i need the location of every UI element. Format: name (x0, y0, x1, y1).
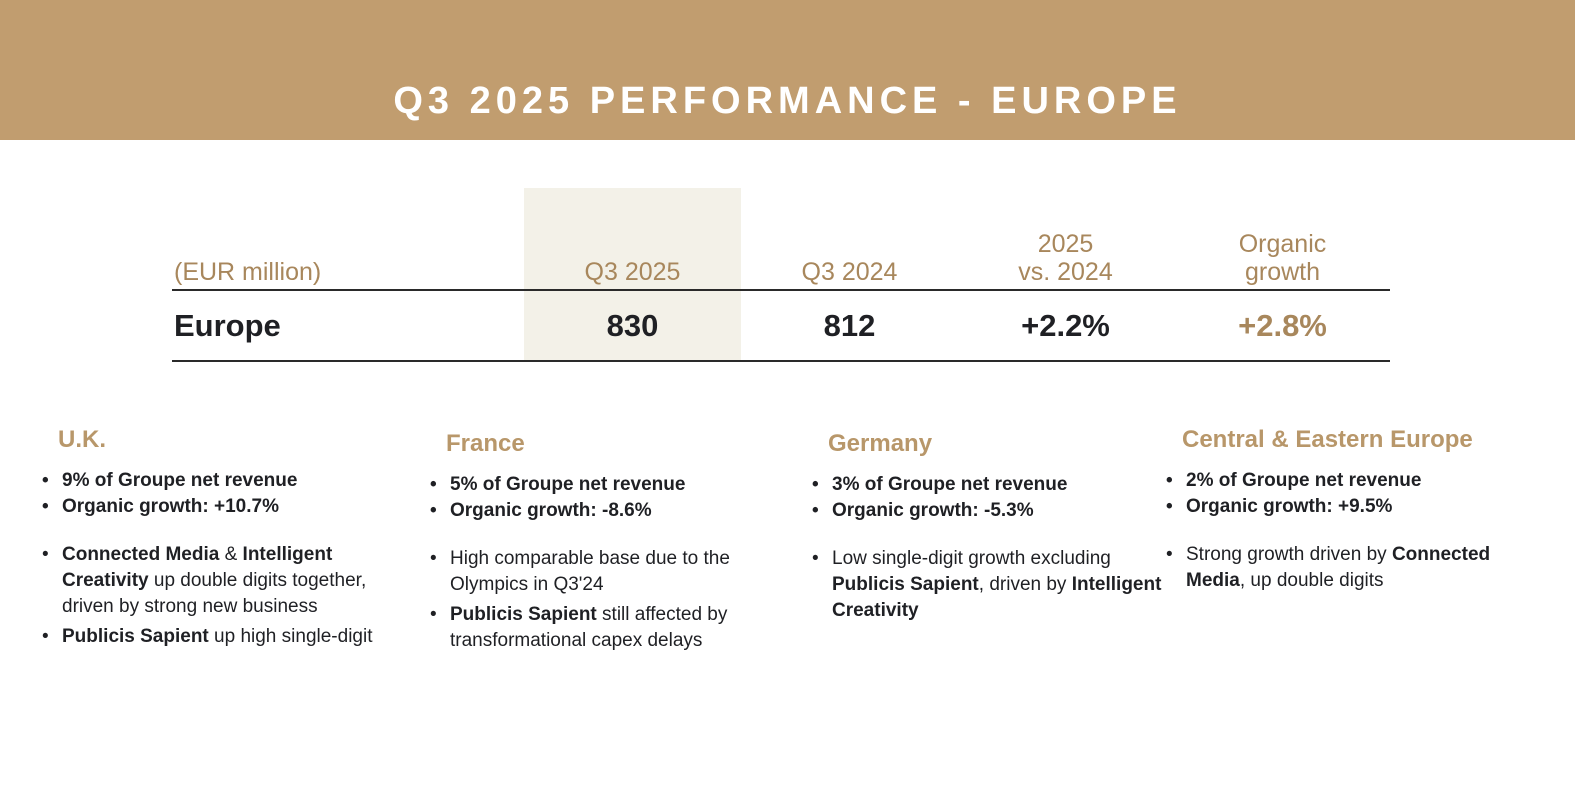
text: , up double digits (1239, 570, 1384, 591)
header-q3-2025: Q3 2025 (584, 258, 681, 286)
bold-text: Publicis Sapient (450, 604, 597, 625)
note-list: Connected Media & Intelligent Creativity… (40, 542, 400, 650)
note-list: High comparable base due to the Olympics… (428, 546, 788, 654)
text: up high single-digit (208, 626, 373, 647)
header-q3-2024: Q3 2024 (801, 258, 898, 286)
kpi-bullet: Organic growth: +10.7% (40, 494, 400, 520)
text: up double digits together, driven by str… (62, 570, 367, 617)
region-heading: Central & Eastern Europe (1182, 426, 1473, 453)
note-list: Low single-digit growth excluding Public… (810, 546, 1170, 624)
text: Strong growth driven by (1186, 544, 1392, 565)
header-unit: (EUR million) (174, 258, 322, 286)
kpi-bullet: 3% of Groupe net revenue (810, 472, 1170, 498)
page-title: Q3 2025 PERFORMANCE - EUROPE (393, 80, 1182, 122)
bold-text: Publicis Sapient (62, 626, 209, 647)
bold-text: Intelligent Creativity (62, 544, 333, 591)
note-list: Strong growth driven by Connected Media,… (1164, 542, 1544, 594)
text: still affected by transformational capex… (450, 604, 728, 651)
note-bullet: High comparable base due to the Olympics… (428, 546, 788, 598)
note-bullet: Low single-digit growth excluding Public… (810, 546, 1170, 624)
note-bullet: Strong growth driven by Connected Media,… (1164, 542, 1544, 594)
title-banner (0, 0, 1575, 140)
text: , driven by (978, 574, 1072, 595)
kpi-bullet: 5% of Groupe net revenue (428, 472, 788, 498)
header-change: 2025 vs. 2024 (1018, 230, 1113, 286)
note-bullet: Publicis Sapient still affected by trans… (428, 602, 788, 654)
kpi-list: 3% of Groupe net revenueOrganic growth: … (810, 472, 1170, 524)
note-bullet: Connected Media & Intelligent Creativity… (40, 542, 400, 620)
table-header-divider (172, 289, 1390, 291)
kpi-bullet: 2% of Groupe net revenue (1164, 468, 1544, 494)
region-uk: U.K. 9% of Groupe net revenueOrganic grow… (40, 426, 400, 654)
region-heading: Germany (828, 430, 933, 457)
kpi-list: 5% of Groupe net revenueOrganic growth: … (428, 472, 788, 524)
header-organic-growth: Organic growth (1238, 230, 1327, 286)
text: Low single-digit growth excluding (832, 548, 1111, 569)
value-q3-2024: 812 (823, 308, 876, 343)
kpi-bullet: Organic growth: +9.5% (1164, 494, 1544, 520)
highlight-column-q3-2025 (524, 188, 741, 361)
spacer (1164, 520, 1544, 542)
kpi-list: 2% of Groupe net revenueOrganic growth: … (1164, 468, 1544, 520)
bold-text: Connected Media (1186, 544, 1491, 591)
kpi-bullet: Organic growth: -8.6% (428, 498, 788, 524)
row-label-europe: Europe (174, 308, 281, 343)
spacer (40, 520, 400, 542)
kpi-bullet: Organic growth: -5.3% (810, 498, 1170, 524)
bold-text: Connected Media (62, 544, 220, 565)
table-bottom-divider (172, 360, 1390, 362)
spacer (428, 524, 788, 546)
region-heading: U.K. (58, 426, 106, 453)
note-bullet: Publicis Sapient up high single-digit (40, 624, 400, 650)
region-france: France 5% of Groupe net revenueOrganic gr… (428, 430, 788, 658)
region-germany: Germany 3% of Groupe net revenueOrganic g… (810, 430, 1170, 628)
region-central-eastern-europe: Central & Eastern Europe 2% of Groupe net… (1164, 426, 1544, 598)
value-organic-growth: +2.8% (1238, 308, 1327, 343)
kpi-list: 9% of Groupe net revenueOrganic growth: … (40, 468, 400, 520)
text: & (219, 544, 243, 565)
value-q3-2025: 830 (606, 308, 659, 343)
region-heading: France (446, 430, 525, 457)
bold-text: Publicis Sapient (832, 574, 979, 595)
text: High comparable base due to the Olympics… (450, 548, 730, 595)
spacer (810, 524, 1170, 546)
kpi-bullet: 9% of Groupe net revenue (40, 468, 400, 494)
value-change: +2.2% (1021, 308, 1110, 343)
bold-text: Intelligent Creativity (832, 574, 1162, 621)
